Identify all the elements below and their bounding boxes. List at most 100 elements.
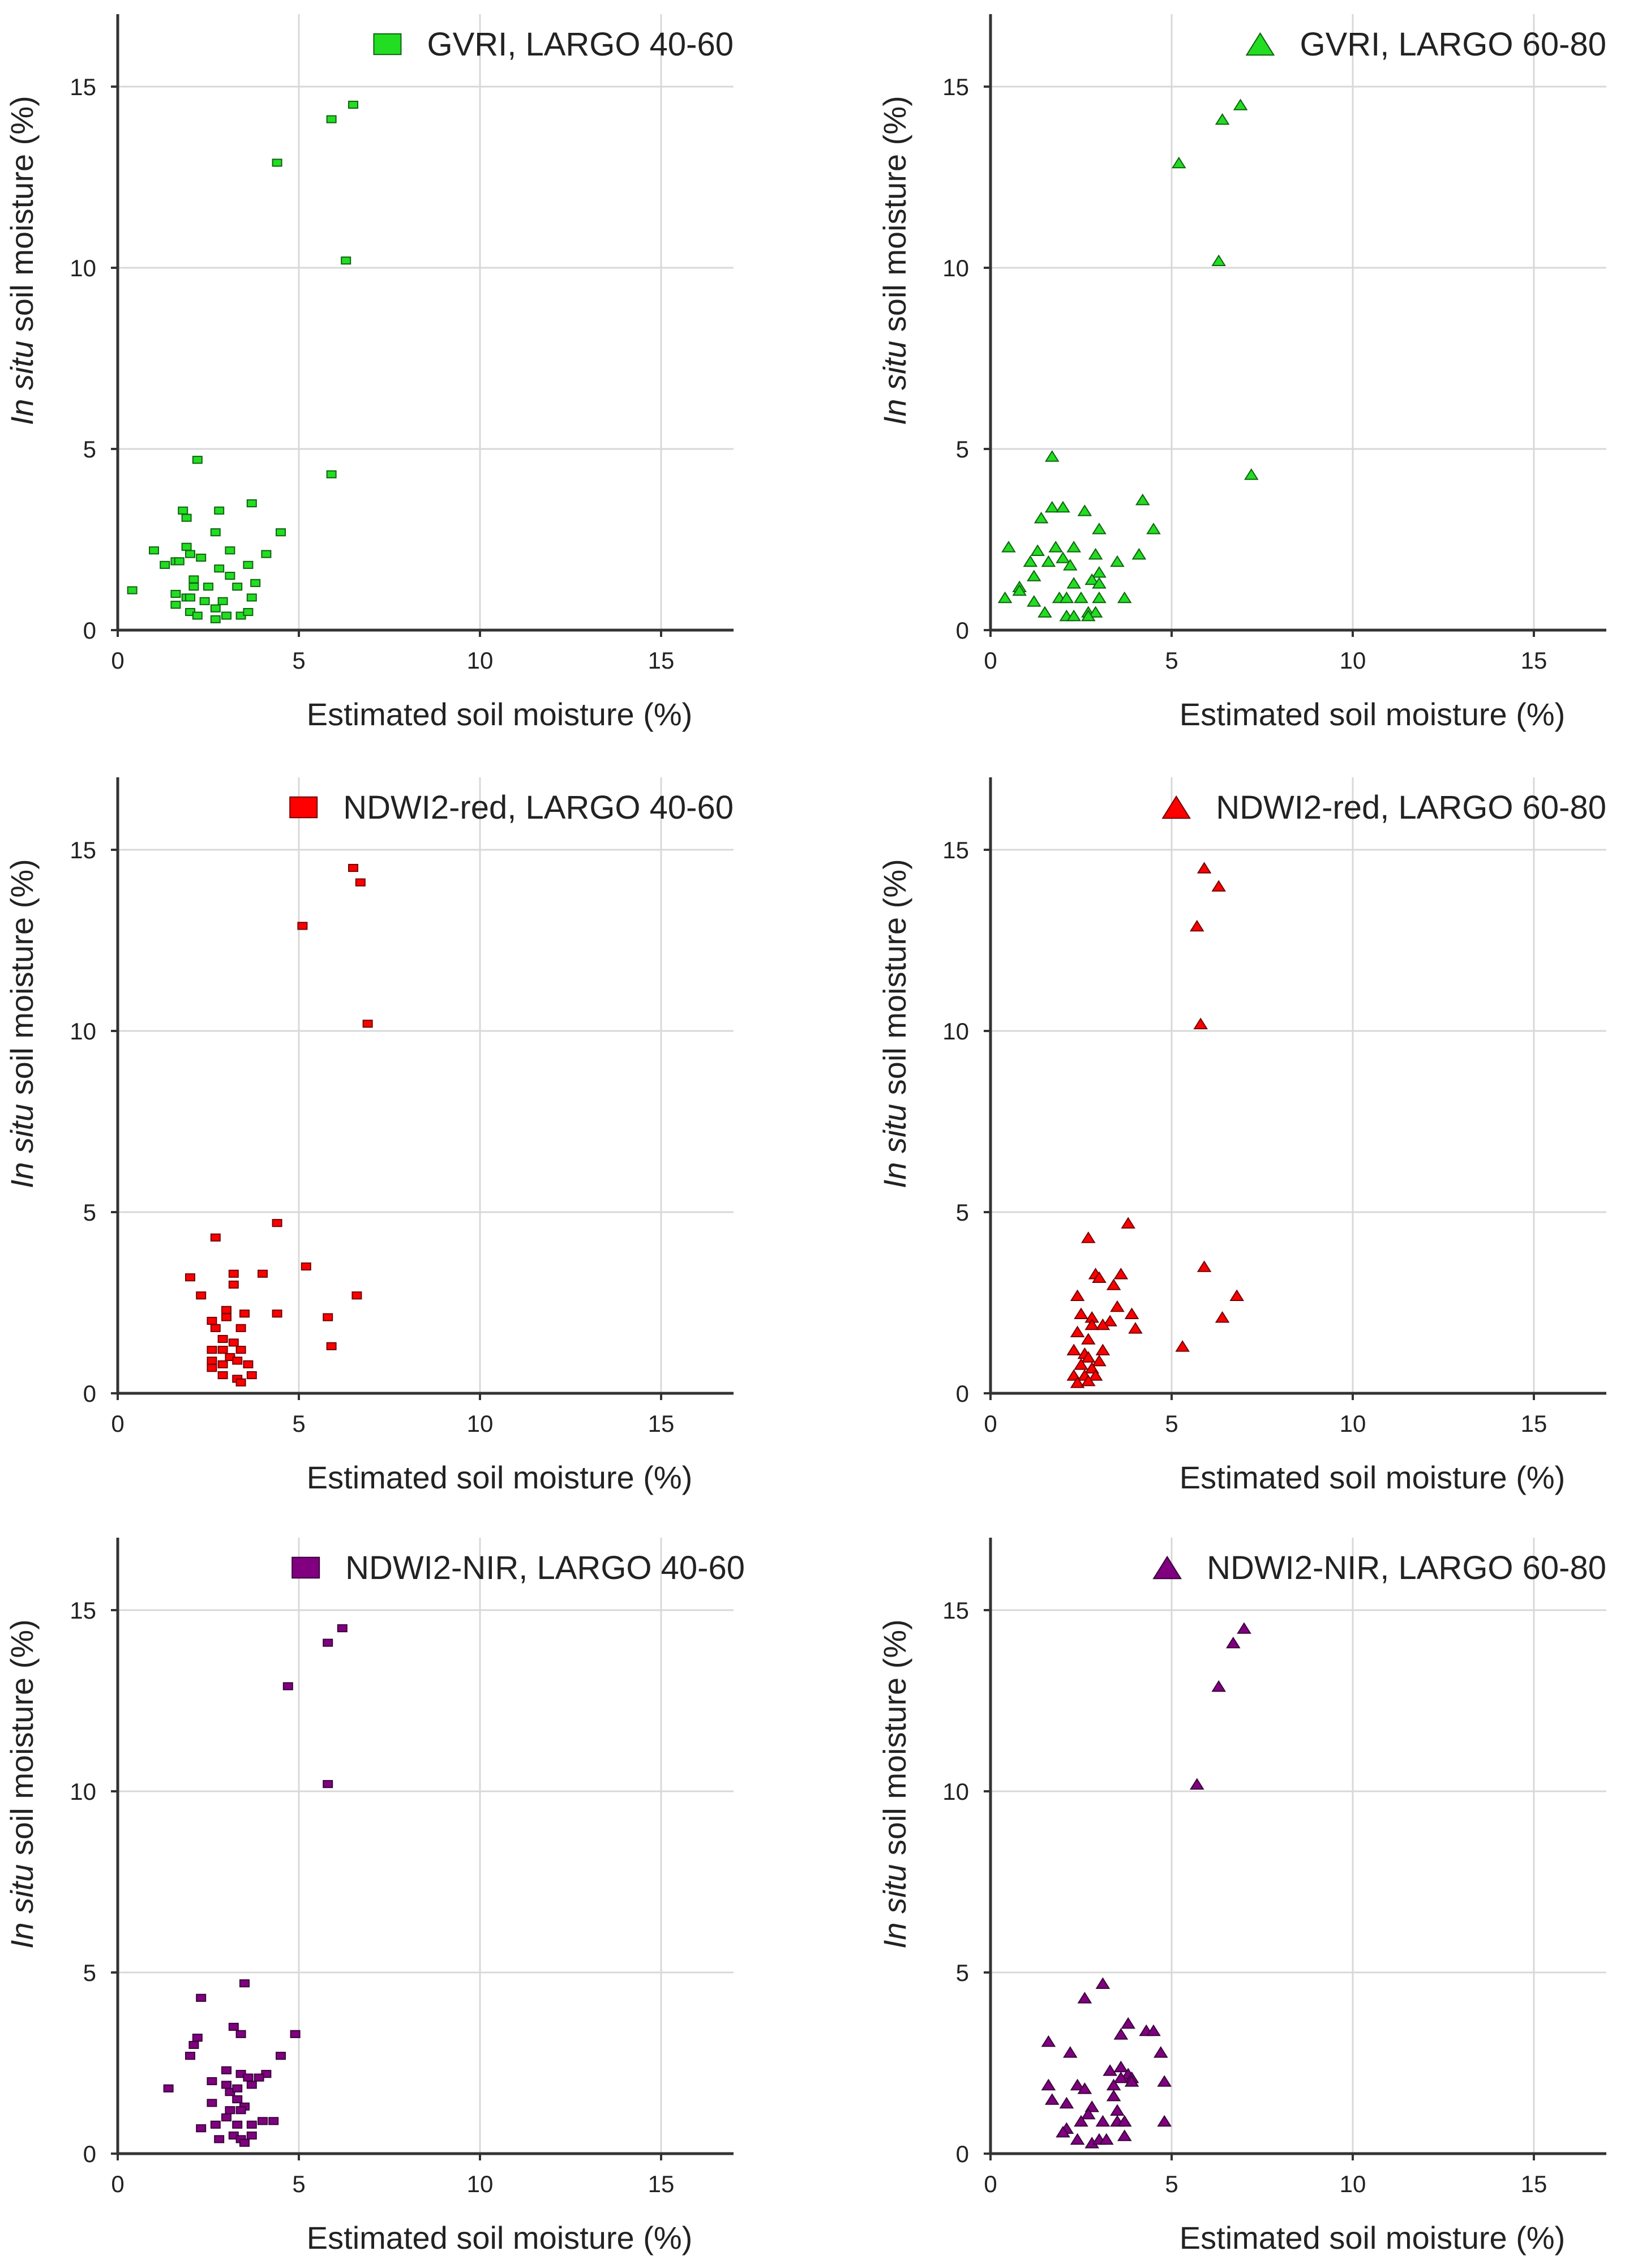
y-tick-label: 0 (83, 2141, 96, 2167)
data-point (207, 1356, 217, 1365)
data-point (258, 1269, 268, 1278)
data-point (232, 583, 243, 591)
data-point (1070, 1325, 1085, 1337)
legend-marker-square-icon (289, 796, 318, 819)
y-axis-label-italic: In situ (877, 1864, 912, 1949)
data-point (232, 2095, 243, 2104)
data-point (199, 597, 210, 605)
data-point (1056, 500, 1070, 513)
data-point (207, 2099, 217, 2107)
data-point (326, 470, 337, 478)
x-tick-label: 15 (648, 2171, 675, 2197)
data-point (221, 1306, 231, 1314)
data-point (221, 2113, 231, 2122)
data-point (1092, 523, 1107, 534)
data-point (214, 506, 225, 515)
data-point (272, 159, 282, 167)
data-point (235, 1378, 246, 1387)
data-point (1110, 555, 1125, 567)
y-axis-label: In situ soil moisture (%) (4, 859, 40, 1188)
y-axis-label: In situ soil moisture (%) (4, 96, 40, 425)
data-point (1121, 2017, 1136, 2029)
data-point (1095, 1977, 1111, 1989)
x-tick-label: 5 (1165, 1410, 1178, 1437)
data-point (1074, 2115, 1088, 2127)
data-point (1070, 2078, 1085, 2091)
y-tick-label: 5 (956, 1959, 969, 1986)
data-point (243, 607, 254, 617)
y-tick-label: 15 (942, 74, 969, 100)
data-point (1081, 2107, 1096, 2120)
data-point (207, 1364, 217, 1372)
y-axis-label-italic: In situ (4, 1104, 40, 1188)
data-point (1157, 2075, 1172, 2087)
data-point (246, 2081, 257, 2089)
data-point (1131, 547, 1147, 560)
data-point (1088, 1369, 1103, 1381)
data-point (1233, 99, 1248, 110)
data-point (1113, 2060, 1129, 2073)
data-point (1066, 609, 1082, 622)
legend-marker-triangle-icon (1152, 1555, 1182, 1580)
data-point (268, 2117, 279, 2125)
x-tick-label: 15 (1521, 647, 1547, 674)
data-point (1062, 559, 1078, 571)
data-point (1095, 2115, 1111, 2127)
data-point (1030, 544, 1045, 556)
data-point (1026, 570, 1041, 581)
data-point (185, 550, 195, 558)
data-point (1099, 2133, 1114, 2145)
data-point (1012, 584, 1027, 596)
data-point (203, 583, 213, 591)
data-point (348, 863, 358, 872)
data-point (1081, 609, 1096, 622)
data-point (235, 1346, 246, 1354)
data-point (1084, 1318, 1100, 1330)
legend-marker-triangle-icon (1161, 795, 1191, 819)
data-point (1110, 1300, 1125, 1312)
y-tick-label: 5 (83, 1199, 96, 1226)
x-tick-label: 0 (984, 2171, 997, 2197)
y-axis-label-rest: soil moisture (%) (4, 859, 40, 1104)
data-point (188, 2040, 199, 2049)
data-point (246, 593, 257, 602)
data-point (185, 593, 195, 602)
data-point (178, 506, 188, 515)
data-point (1106, 2089, 1121, 2102)
data-point (225, 2106, 235, 2115)
data-point (192, 2034, 203, 2042)
data-point (1056, 2125, 1070, 2138)
x-tick-label: 10 (1340, 1410, 1366, 1437)
data-point (1092, 1354, 1107, 1367)
data-point (1215, 1311, 1230, 1323)
data-point (1175, 1340, 1190, 1352)
data-point (1074, 1358, 1088, 1370)
data-point (185, 2052, 195, 2060)
y-tick-label: 15 (70, 74, 96, 100)
data-point (1092, 591, 1107, 604)
x-tick-label: 10 (1340, 647, 1366, 674)
data-point (246, 499, 257, 508)
x-tick-label: 15 (1521, 2171, 1547, 2197)
x-tick-label: 0 (111, 2171, 124, 2197)
y-tick-label: 0 (956, 617, 969, 644)
data-point (1026, 595, 1041, 607)
y-tick-label: 15 (942, 837, 969, 863)
data-point (239, 1979, 250, 1988)
data-point (1077, 1992, 1092, 2004)
y-axis-label: In situ soil moisture (%) (877, 1619, 912, 1949)
data-point (1189, 1778, 1204, 1790)
data-point (228, 2022, 239, 2031)
data-point (326, 1342, 337, 1350)
data-point (1070, 1376, 1085, 1388)
y-tick-label: 0 (956, 1380, 969, 1407)
data-point (1044, 2093, 1060, 2105)
data-point (1092, 1271, 1107, 1283)
data-point (185, 1273, 195, 1282)
data-point (1171, 156, 1186, 169)
data-point (276, 528, 286, 537)
data-point (1074, 1307, 1088, 1319)
data-point (337, 1624, 348, 1633)
y-tick-label: 5 (83, 436, 96, 463)
